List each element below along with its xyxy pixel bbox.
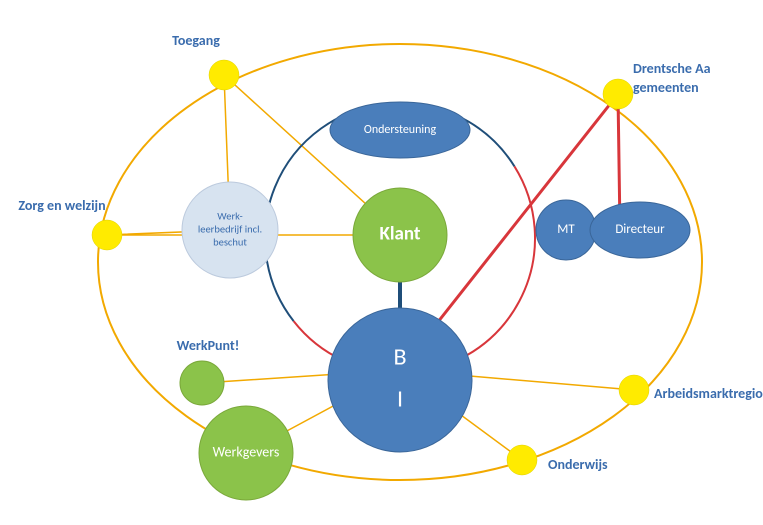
outer-label-werkpunt-label: WerkPunt! (177, 337, 240, 354)
node-label-ondersteuning: Ondersteuning (364, 123, 437, 137)
node-label-werkleerbedrijf: leerbedrijf incl. (198, 223, 262, 236)
node-label-directeur: Directeur (615, 222, 665, 237)
diagram-canvas: Klant BI Ondersteuning Werk-leerbedrijf inc… (0, 0, 763, 525)
outer-label-onderwijs: Onderwijs (548, 456, 608, 473)
node-werkgevers: Werkgevers (199, 406, 293, 500)
outer-label-zorg: Zorg en welzijn (18, 197, 105, 214)
node-mt: MT (536, 200, 596, 260)
node-bi: BI (328, 308, 472, 452)
node-label-mt: MT (557, 222, 575, 237)
node-klant: Klant (353, 188, 447, 282)
node-werkpunt (180, 361, 224, 405)
node-directeur: Directeur (590, 202, 690, 258)
node-label-werkleerbedrijf: Werk- (217, 210, 242, 223)
outer-label-toegang: Toegang (172, 32, 220, 49)
drentsche-dot (603, 79, 633, 109)
outer-label-arbeidsmarkt: Arbeidsmarktregio (654, 385, 763, 402)
node-label-bi: B (393, 343, 406, 372)
node-label-klant: Klant (379, 223, 420, 246)
onderwijs-dot (507, 445, 537, 475)
node-label-werkleerbedrijf: beschut (213, 236, 247, 249)
node-werkleerbedrijf: Werk-leerbedrijf incl.beschut (182, 182, 278, 278)
outer-label-drentsche2: gemeenten (633, 79, 699, 96)
outer-label-drentsche1: Drentsche Aa (633, 60, 711, 77)
toegang-dot (209, 60, 239, 90)
zorg-dot (92, 220, 122, 250)
node-ondersteuning: Ondersteuning (330, 102, 470, 158)
node-label-bi: I (397, 385, 403, 414)
arbeidsmarkt-dot (619, 375, 649, 405)
node-label-werkgevers: Werkgevers (213, 443, 280, 460)
